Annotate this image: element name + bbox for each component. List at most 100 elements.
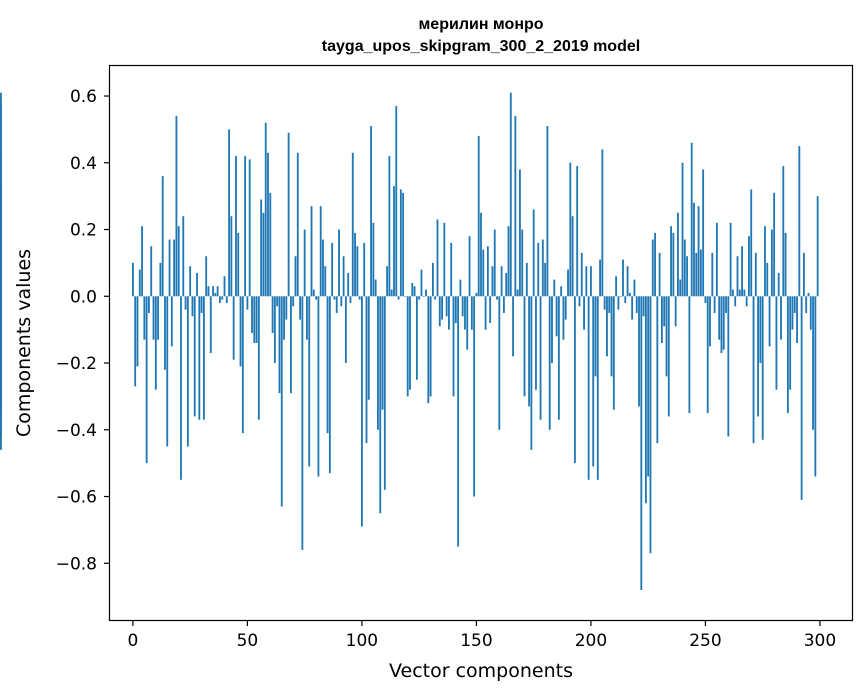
x-axis-ticks: 0 50 100 150 200 250 300 [127,620,836,651]
y-tick-label: 0.4 [70,154,97,174]
bar [303,229,306,297]
bar [422,296,425,297]
bar [340,296,343,307]
bar [796,296,798,343]
bar [170,296,173,347]
bar [718,296,721,340]
bar [406,296,409,397]
bar [292,296,295,307]
bar [251,296,253,333]
bar [525,262,528,297]
bar [578,296,581,307]
bar [759,296,762,364]
bar [743,289,746,297]
bar [143,296,146,340]
bar [516,289,519,297]
bar [491,266,494,297]
bar [812,296,814,430]
bar [754,252,757,297]
bar [315,296,318,300]
bar [397,296,400,300]
bar [386,266,389,297]
bar [399,189,402,297]
bar [780,296,782,340]
x-axis-label: Vector components [389,660,573,682]
x-tick-label: 300 [804,631,836,651]
bar [269,192,272,297]
bar [628,292,631,297]
bar [816,196,819,297]
bar [367,296,370,400]
bar [411,282,414,297]
bar [500,266,503,297]
bar [393,186,395,297]
bar [294,256,297,297]
bar [560,286,563,297]
bar [587,296,590,480]
bar [635,296,638,313]
bar [596,296,599,480]
bar [573,296,576,464]
bar [425,289,427,297]
bar [154,296,157,390]
bar [429,296,432,397]
bar [420,269,423,297]
bar [633,279,636,297]
bar [271,296,274,333]
bar [257,296,260,420]
bar [306,296,308,340]
bar [161,176,164,297]
bar [308,296,311,467]
bar [328,296,331,474]
bar [546,126,549,297]
bar [177,226,180,297]
bar [333,296,336,300]
x-tick-label: 100 [346,631,378,651]
bar [228,129,230,297]
x-tick-label: 0 [127,631,138,651]
bar [219,296,221,303]
bar [576,166,579,297]
chart-title: мерилин монро [418,16,543,33]
bar [349,296,352,303]
bar [486,246,489,297]
bar [383,296,386,490]
bar [603,296,606,310]
y-tick-label: 0.0 [70,287,97,307]
bar [713,296,716,313]
bar [720,296,723,354]
bar [725,296,727,313]
bar [260,199,263,297]
bar [404,296,407,297]
bar [148,296,150,313]
bar [200,296,203,313]
bar [514,116,517,297]
bar [681,162,684,297]
bar [622,259,624,297]
y-tick-label: −0.6 [56,488,97,508]
bar [335,296,338,313]
bar [640,296,643,590]
x-tick-label: 50 [237,631,259,651]
bar [180,296,182,480]
x-tick-label: 150 [460,631,492,651]
bar [377,296,379,430]
y-axis-label: Components values [13,249,35,437]
bar [461,296,464,317]
bar [606,296,608,357]
bar [235,156,237,297]
y-tick-label: 0.6 [70,87,97,107]
bar [695,252,698,297]
bar [770,229,773,297]
bar [722,296,725,350]
bar [709,296,711,347]
bar [807,292,810,297]
bar [741,246,743,297]
y-tick-label: −0.8 [56,554,97,574]
bar [152,296,155,340]
bar [351,152,354,297]
bar [189,266,192,297]
bar [134,296,137,387]
